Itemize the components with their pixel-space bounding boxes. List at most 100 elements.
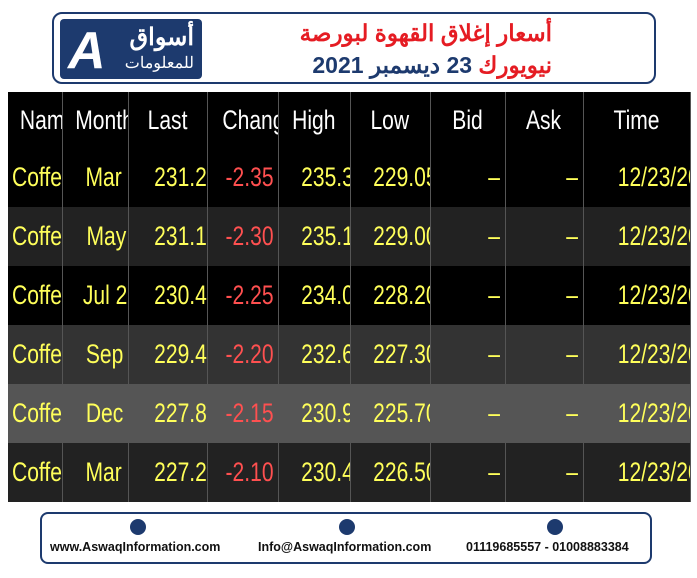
column-header-text: Low: [370, 104, 410, 135]
column-header-text: Ask: [526, 104, 562, 135]
table-cell-text: Coffee: [12, 280, 62, 310]
table-cell: Mar 23: [62, 443, 129, 502]
column-header-text: Bid: [452, 104, 483, 135]
column-header: High: [278, 92, 351, 148]
table-cell: May 22: [62, 207, 129, 266]
table-cell-text: -2.20: [225, 339, 274, 369]
table-cell-text: -2.25: [225, 280, 274, 310]
phones: 01119685557 - 01008883384: [466, 540, 629, 554]
table-cell-text: 229.05: [372, 162, 429, 192]
table-cell-text: –: [566, 339, 579, 369]
table-cell-text: Sep 22: [85, 339, 127, 369]
column-header: Last: [128, 92, 208, 148]
table-cell: 234.00: [278, 266, 351, 325]
table-row: Coffee May 22 231.10s -2.30 235.15 229.00 – – 12…: [8, 207, 691, 266]
table-cell-text: 227.30: [372, 339, 429, 369]
table-cell: 12/23/2021: [583, 443, 691, 502]
table-cell-text: –: [566, 398, 579, 428]
table-cell-text: 229.00: [372, 221, 429, 251]
table-cell-text: Dec 22: [85, 398, 127, 428]
table-cell: Mar 22: [62, 148, 129, 207]
column-header: Month: [62, 92, 129, 148]
footer: www.AswaqInformation.com Info@AswaqInfor…: [40, 512, 652, 564]
table-row: Coffee Sep 22 229.45s -2.20 232.65 227.30 – – 12…: [8, 325, 691, 384]
table-cell-text: 228.20: [372, 280, 429, 310]
table-cell: 232.65: [278, 325, 351, 384]
column-header-text: Time: [613, 104, 660, 135]
logo-icon: A: [68, 22, 106, 80]
column-header: Bid: [430, 92, 506, 148]
table-cell-text: –: [488, 280, 501, 310]
table-cell-text: –: [488, 398, 501, 428]
table-cell: –: [505, 325, 584, 384]
table-cell: -2.30: [207, 207, 279, 266]
table-cell-text: -2.35: [225, 162, 274, 192]
table-cell: –: [430, 443, 506, 502]
table-cell-text: 235.15: [300, 221, 349, 251]
table-cell-text: –: [566, 162, 579, 192]
table-cell-text: Mar 23: [84, 457, 127, 487]
table-cell: 12/23/2021: [583, 148, 691, 207]
table-cell: 227.85s: [128, 384, 208, 443]
subtitle-city: نيويورك: [478, 52, 552, 78]
website: www.AswaqInformation.com: [50, 540, 221, 554]
table-cell: 229.05: [350, 148, 431, 207]
table-cell-text: 12/23/2021: [617, 339, 689, 369]
column-header-text: Last: [147, 104, 188, 135]
column-header: Ask: [505, 92, 584, 148]
mail-icon: [339, 519, 355, 535]
table-row: Coffee Dec 22 227.85s -2.15 230.95 225.70 – – 12…: [8, 384, 691, 443]
table-cell: 12/23/2021: [583, 384, 691, 443]
table-cell: 230.40: [278, 443, 351, 502]
table-cell-text: 227.85s: [153, 398, 207, 428]
table-cell: 12/23/2021: [583, 325, 691, 384]
table-cell: 225.70: [350, 384, 431, 443]
table-row: Coffee Mar 23 227.25s -2.10 230.40 226.50 – – 12…: [8, 443, 691, 502]
table-cell-text: 12/23/2021: [617, 280, 689, 310]
table-cell: 227.25s: [128, 443, 208, 502]
table-cell-text: 235.35: [300, 162, 349, 192]
table-cell-text: Coffee: [12, 457, 62, 487]
table-cell: –: [430, 207, 506, 266]
table-cell-text: 230.40: [300, 457, 349, 487]
table-cell-text: 230.95: [300, 398, 349, 428]
table-cell: –: [430, 266, 506, 325]
logo-name: أسواق: [129, 24, 194, 51]
table-cell: Coffee: [8, 325, 63, 384]
table-cell-text: –: [488, 221, 501, 251]
table-cell-text: -2.15: [225, 398, 274, 428]
table-cell: –: [430, 325, 506, 384]
table-cell: -2.20: [207, 325, 279, 384]
table-cell-text: 231.10s: [153, 221, 207, 251]
table-cell: Coffee: [8, 384, 63, 443]
column-header-text: Change: [221, 104, 277, 135]
table-cell-text: 12/23/2021: [617, 162, 689, 192]
table-cell: 227.30: [350, 325, 431, 384]
table-cell: Coffee: [8, 266, 63, 325]
table-cell-text: –: [566, 280, 579, 310]
table-cell: 12/23/2021: [583, 207, 691, 266]
table-cell-text: –: [488, 339, 501, 369]
table-cell-text: 225.70: [372, 398, 429, 428]
table-cell: –: [430, 148, 506, 207]
table-cell-text: Coffee: [12, 221, 62, 251]
table-row: Coffee Mar 22 231.20s -2.35 235.35 229.05 – – 12…: [8, 148, 691, 207]
table-row: Coffee Jul 22 230.40s -2.25 234.00 228.20 – – 12…: [8, 266, 691, 325]
table-cell: 228.20: [350, 266, 431, 325]
table-cell: -2.35: [207, 148, 279, 207]
logo-subtitle: للمعلومات: [124, 55, 194, 72]
table-cell: Coffee: [8, 148, 63, 207]
table-cell-text: 226.50: [372, 457, 429, 487]
table-cell: 229.45s: [128, 325, 208, 384]
column-header: Change: [207, 92, 279, 148]
table-cell-text: –: [488, 162, 501, 192]
table-cell-text: Coffee: [12, 398, 62, 428]
email: Info@AswaqInformation.com: [258, 540, 432, 554]
table-cell: -2.15: [207, 384, 279, 443]
column-header-text: Name: [19, 104, 61, 135]
table-cell-text: -2.10: [225, 457, 274, 487]
column-header-text: High: [292, 104, 336, 135]
column-header: Low: [350, 92, 431, 148]
table-cell-text: –: [566, 221, 579, 251]
table-cell-text: 231.20s: [153, 162, 207, 192]
